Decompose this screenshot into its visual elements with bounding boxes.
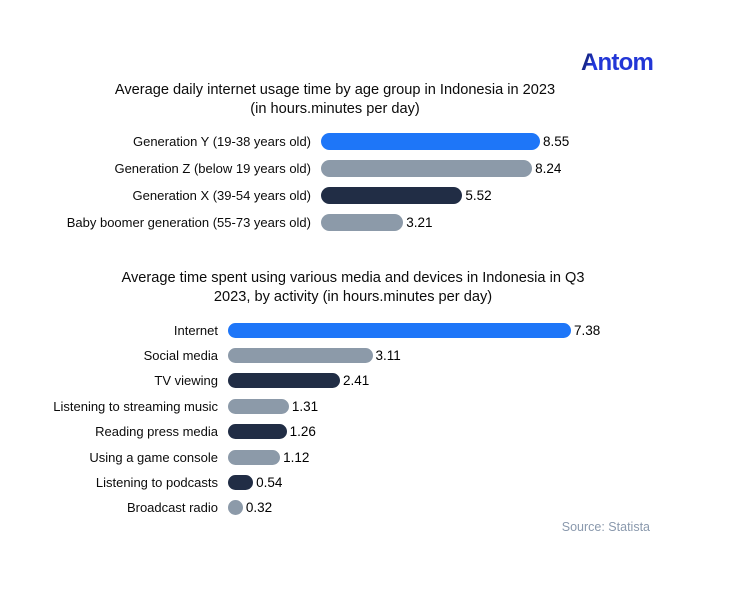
category-label: Baby boomer generation (55-73 years old) [66,215,311,230]
value-label: 1.26 [289,424,316,440]
category-label: TV viewing [154,373,218,389]
category-label: Internet [173,322,218,338]
bar-row: Reading press media 1.26 [0,419,733,444]
bar-row: Listening to streaming music 1.31 [0,394,733,419]
bar-row: Generation X (39-54 years old) 5.52 [0,182,733,209]
category-label: Generation X (39-54 years old) [132,188,311,203]
value-label: 0.32 [245,500,273,516]
value-label: 1.12 [283,449,310,465]
value-label: 3.21 [406,215,433,230]
category-label: Listening to streaming music [53,398,218,414]
category-label: Social media [143,348,218,364]
value-label: 3.11 [375,348,401,364]
category-label: Reading press media [95,424,218,440]
value-label: 8.55 [543,134,570,149]
chart2-title-line1: Average time spent using various media a… [121,270,585,286]
value-label: 8.24 [535,161,562,176]
bar-gray [228,449,281,465]
chart1-title-line2: (in hours.minutes per day) [250,101,420,117]
category-label: Broadcast radio [126,500,218,516]
value-label: 2.41 [343,373,370,389]
bar-row: Broadcast radio 0.32 [0,495,733,520]
chart2-title-line2: 2023, by activity (in hours.minutes per … [213,289,493,305]
source-attribution: Source: Statista [561,520,650,534]
bar-blue [228,322,571,338]
chart1-title: Average daily internet usage time by age… [85,81,585,119]
bar-navy [228,373,340,389]
chart2-title: Average time spent using various media a… [53,269,653,307]
bar-row: Social media 3.11 [0,343,733,368]
category-label: Listening to podcasts [95,475,218,491]
bar-gray [321,214,404,231]
bar-row: Internet 7.38 [0,318,733,343]
bar-gray [228,500,243,516]
chart1-bars: Generation Y (19-38 years old) 8.55 Genera… [0,128,733,236]
bar-gray [228,348,373,364]
bar-navy [228,424,287,440]
category-label: Using a game console [89,449,218,465]
value-label: 7.38 [574,322,601,338]
bar-row: Using a game console 1.12 [0,444,733,469]
antom-logo: Antom [581,49,654,76]
chart1-title-line1: Average daily internet usage time by age… [114,82,556,98]
antom-logo-rest: ntom [597,49,654,76]
bar-navy [321,187,463,204]
category-label: Generation Z (below 19 years old) [114,161,311,176]
bar-row: Generation Y (19-38 years old) 8.55 [0,128,733,155]
bar-navy [228,475,254,491]
bar-row: TV viewing 2.41 [0,368,733,393]
category-label: Generation Y (19-38 years old) [132,134,311,149]
value-label: 5.52 [465,188,492,203]
bar-row: Generation Z (below 19 years old) 8.24 [0,155,733,182]
bar-gray [228,398,289,414]
bar-row: Listening to podcasts 0.54 [0,470,733,495]
value-label: 1.31 [291,398,319,414]
value-label: 0.54 [256,475,283,491]
bar-row: Baby boomer generation (55-73 years old)… [0,209,733,236]
chart2-bars: Internet 7.38 Social media 3.11 TV viewing 2.… [0,318,733,521]
bar-blue [321,133,540,150]
bar-gray [321,160,533,177]
antom-logo-letter-a: A [581,49,598,76]
